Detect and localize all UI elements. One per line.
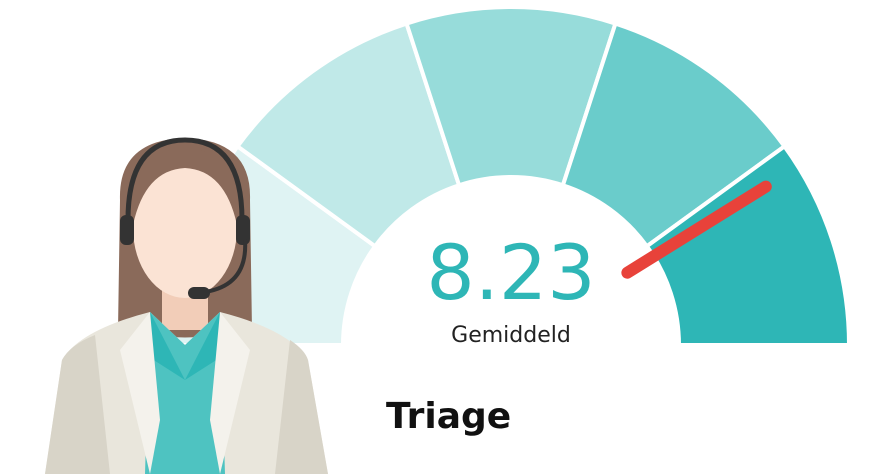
gauge: 8.23 Gemiddeld xyxy=(173,7,849,348)
headset-mic xyxy=(188,287,210,299)
headset-ear xyxy=(236,215,250,245)
title: Triage xyxy=(386,396,511,437)
infographic: 8.23 Gemiddeld Triage xyxy=(0,0,873,474)
headset-ear xyxy=(120,215,134,245)
gauge-label: Gemiddeld xyxy=(451,323,571,348)
gauge-value: 8.23 xyxy=(426,228,595,317)
